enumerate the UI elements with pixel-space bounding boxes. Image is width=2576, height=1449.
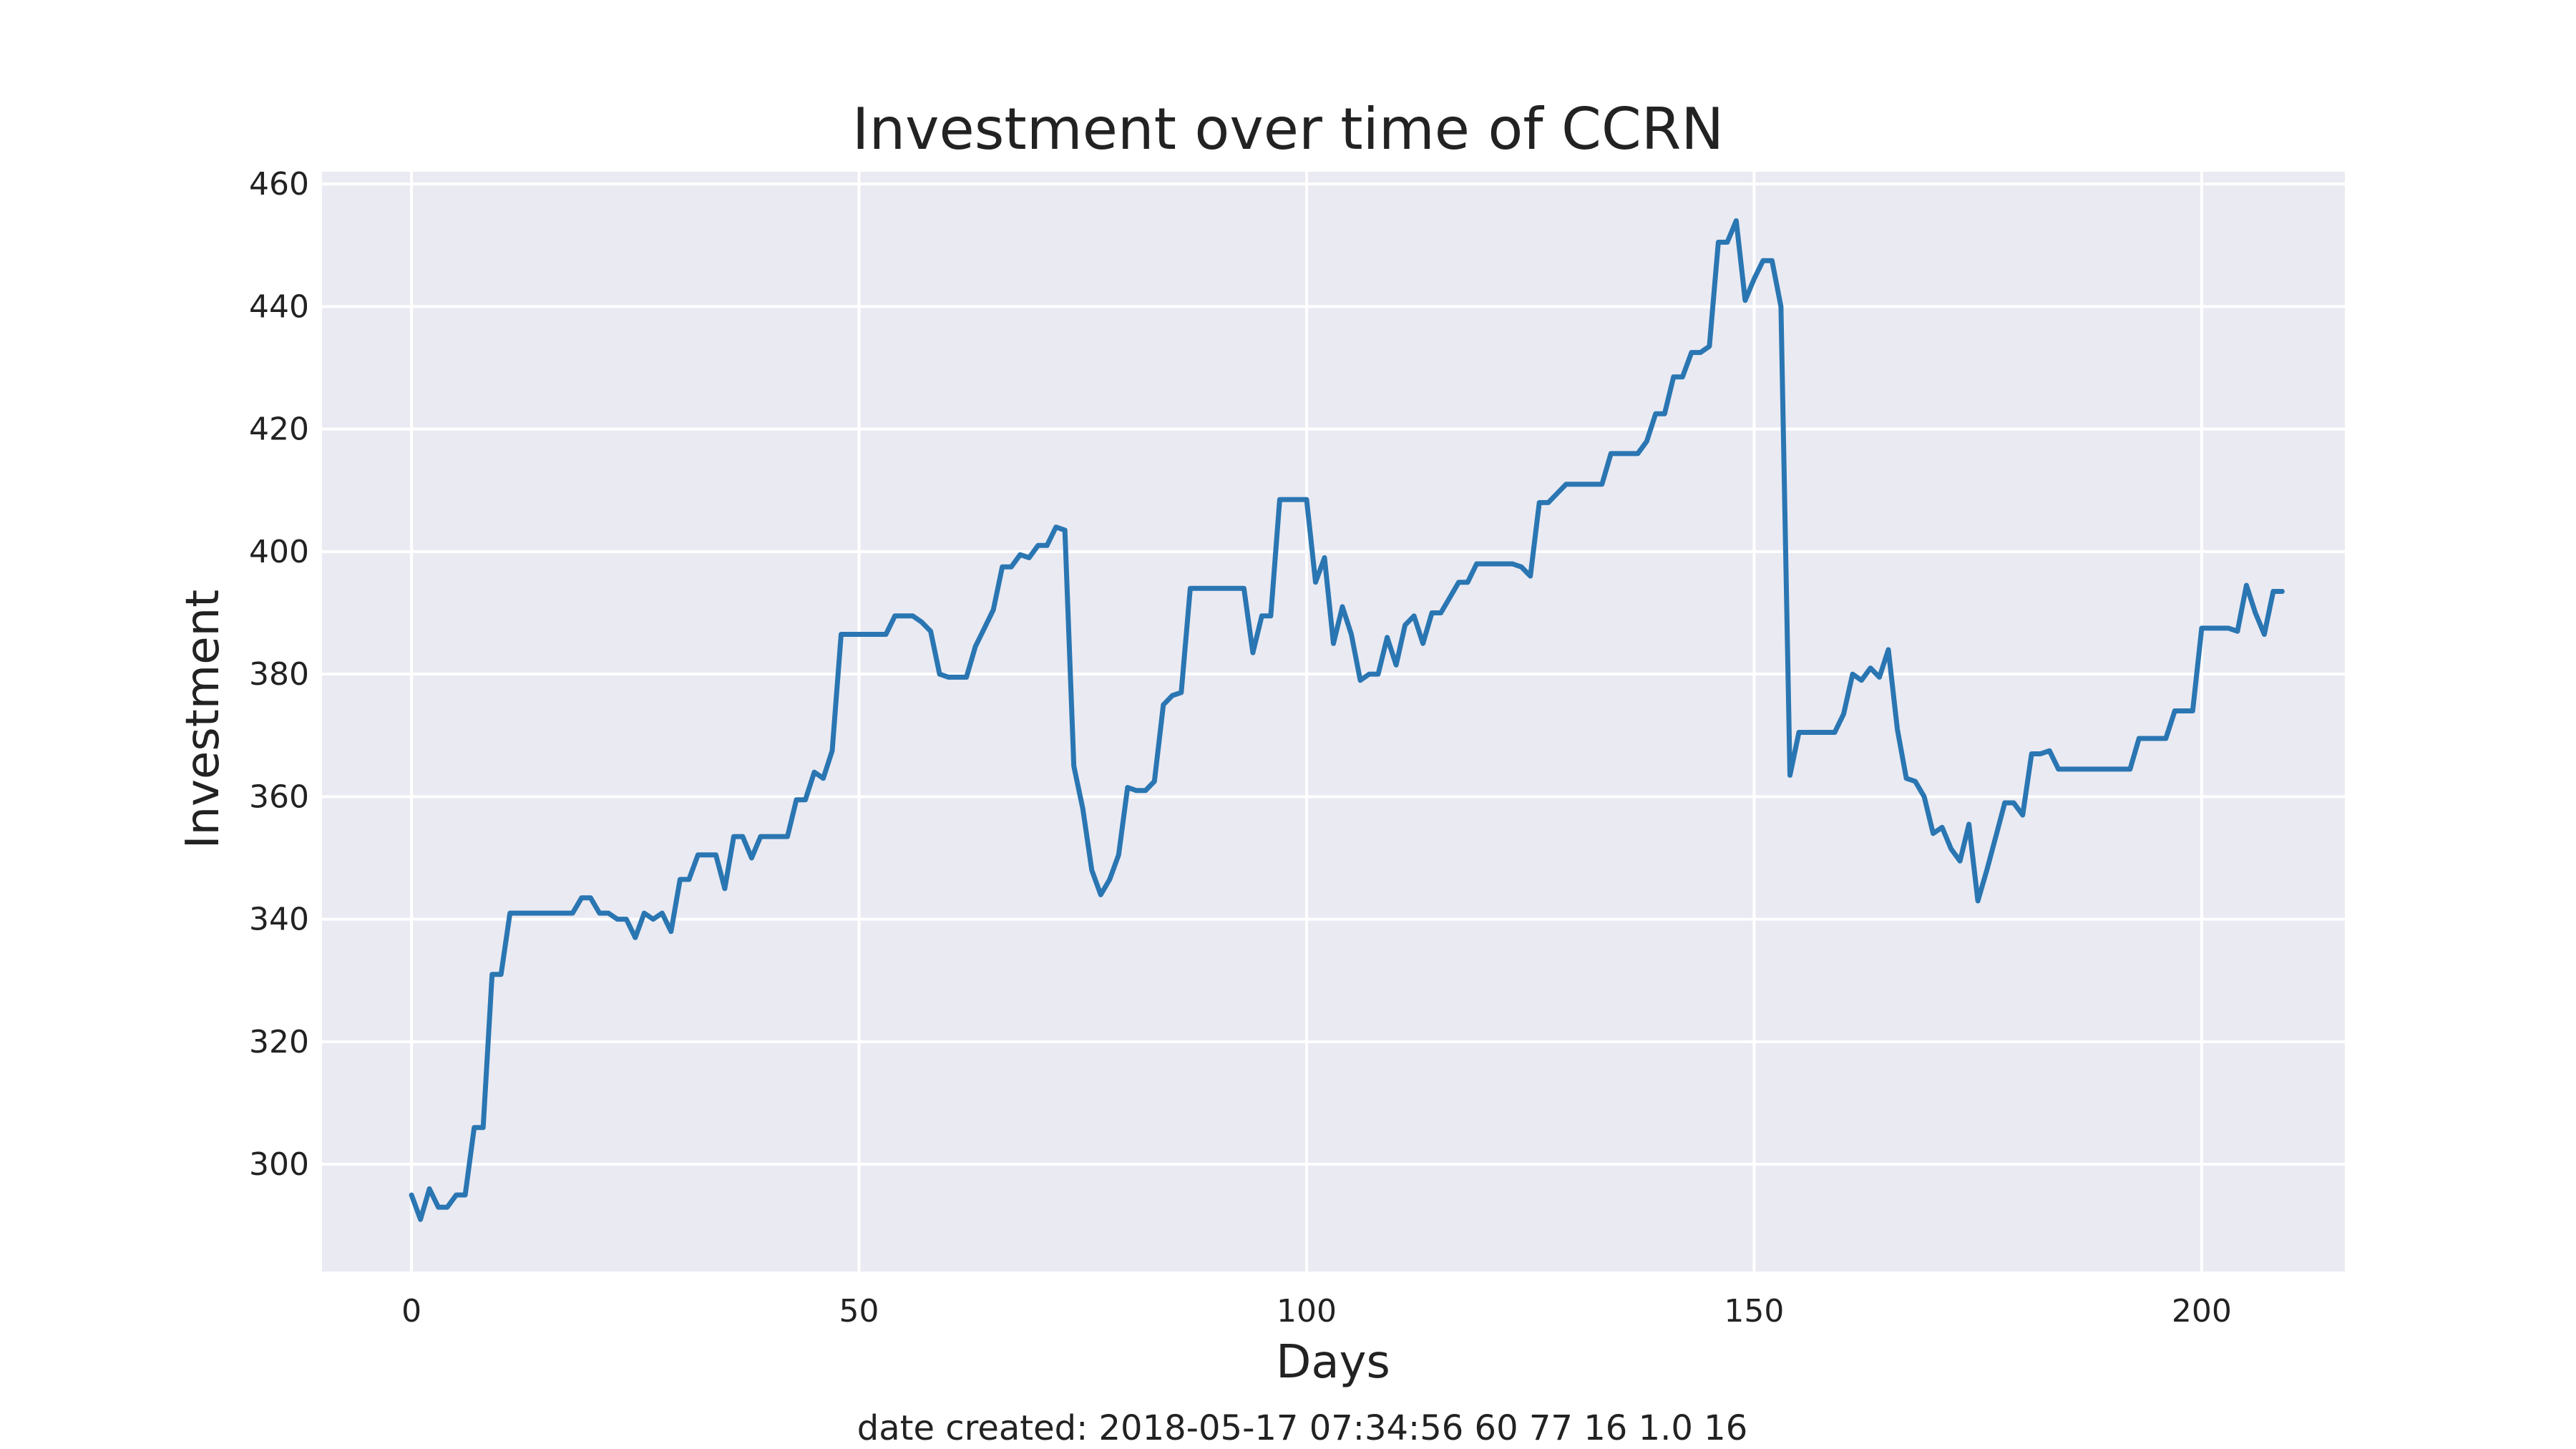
- x-tick-label: 150: [1724, 1293, 1784, 1330]
- x-gridlines: [410, 172, 2203, 1272]
- x-tick-label: 0: [401, 1293, 421, 1330]
- x-tick-label: 50: [839, 1293, 879, 1330]
- y-tick-label: 380: [249, 656, 309, 693]
- plot-area: [322, 172, 2345, 1272]
- y-gridlines: [322, 182, 2345, 1166]
- y-tick-label: 460: [249, 166, 309, 203]
- x-axis-label: Days: [1276, 1336, 1390, 1389]
- series-line: [409, 218, 2285, 1222]
- y-tick-label: 300: [249, 1146, 309, 1183]
- y-tick-label: 420: [249, 411, 309, 448]
- date-created-caption: date created: 2018-05-17 07:34:56 60 77 …: [857, 1408, 1747, 1448]
- y-tick-label: 340: [249, 902, 309, 938]
- x-tick-label: 200: [2172, 1293, 2232, 1330]
- y-tick-labels: 300 320 340 360 380 400 420 440 460: [249, 166, 309, 1183]
- y-axis-label: Investment: [177, 590, 230, 849]
- y-tick-label: 360: [249, 779, 309, 815]
- y-tick-label: 400: [249, 534, 309, 570]
- y-tick-label: 320: [249, 1024, 309, 1060]
- y-tick-label: 440: [249, 288, 309, 325]
- x-tick-label: 100: [1277, 1293, 1337, 1330]
- x-tick-labels: 0 50 100 150 200: [401, 1293, 2232, 1330]
- chart-title: Investment over time of CCRN: [852, 96, 1724, 162]
